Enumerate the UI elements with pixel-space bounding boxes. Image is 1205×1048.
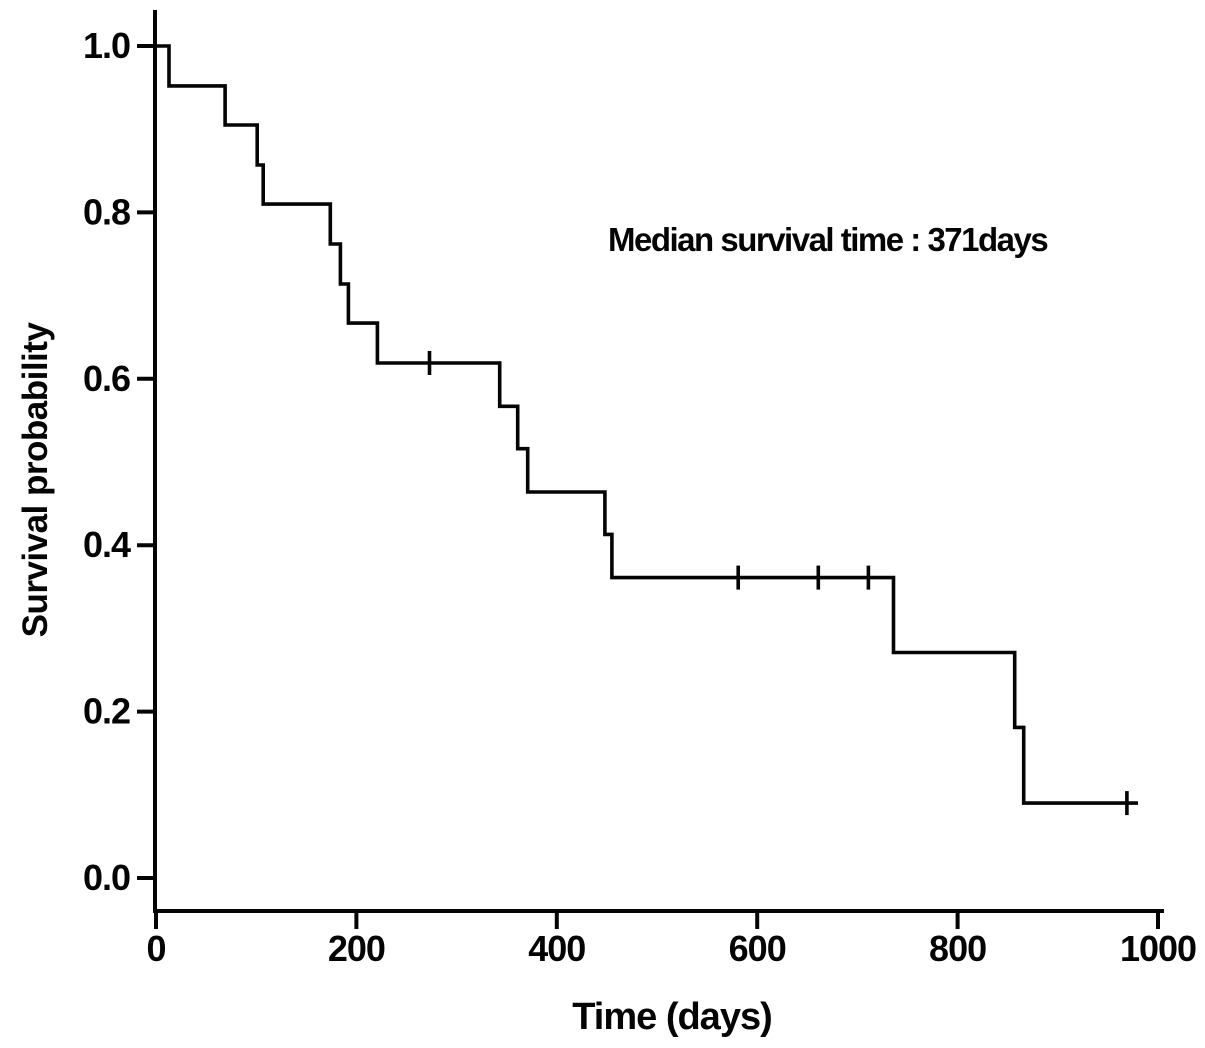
x-tick-label: 1000 (1120, 928, 1196, 969)
y-tick-label: 1.0 (83, 25, 130, 66)
survival-step-curve (156, 44, 1138, 805)
y-tick-label: 0.0 (83, 857, 130, 898)
x-tick-label: 800 (929, 928, 986, 969)
x-axis-title: Time (days) (572, 996, 772, 1038)
y-tick-label: 0.6 (83, 358, 130, 399)
x-tick-label: 400 (528, 928, 585, 969)
y-tick-label: 0.8 (83, 191, 130, 232)
y-tick-label: 0.4 (83, 524, 131, 565)
x-tick-label: 200 (328, 928, 385, 969)
y-tick-label: 0.2 (83, 691, 130, 732)
median-survival-annotation: Median survival time : 371days (608, 221, 1049, 258)
x-tick-label: 600 (729, 928, 786, 969)
x-tick-label: 0 (146, 928, 165, 969)
y-axis-title: Survival probability (16, 322, 55, 638)
